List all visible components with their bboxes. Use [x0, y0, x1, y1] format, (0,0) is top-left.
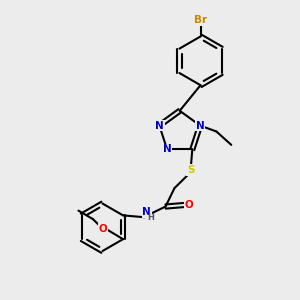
- Text: N: N: [155, 121, 164, 130]
- Text: N: N: [163, 145, 172, 154]
- Text: O: O: [185, 200, 194, 210]
- Text: H: H: [147, 213, 154, 222]
- Text: N: N: [196, 121, 204, 130]
- Text: N: N: [142, 208, 151, 218]
- Text: S: S: [187, 165, 195, 175]
- Text: O: O: [98, 224, 107, 234]
- Text: Br: Br: [194, 15, 207, 25]
